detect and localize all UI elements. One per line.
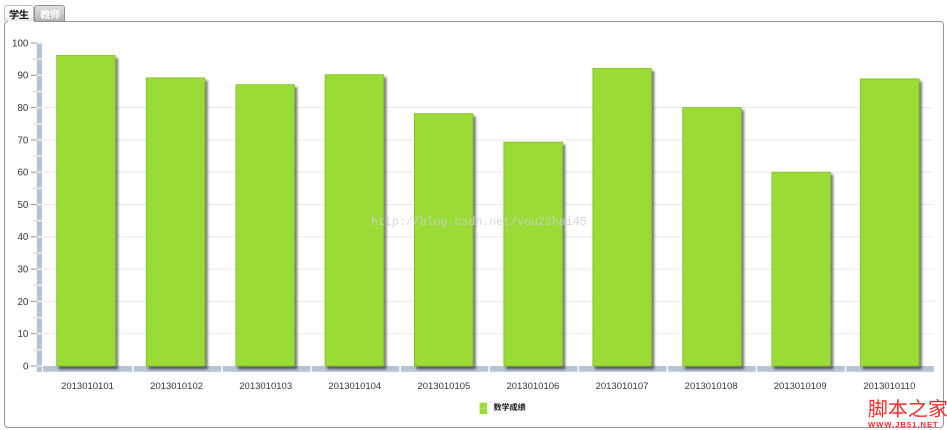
svg-text:10: 10	[17, 329, 28, 340]
svg-text:100: 100	[12, 38, 29, 49]
svg-text:2013010102: 2013010102	[150, 381, 203, 392]
svg-text:80: 80	[17, 103, 28, 114]
svg-text:2013010105: 2013010105	[417, 381, 470, 392]
svg-text:2013010107: 2013010107	[596, 381, 649, 392]
svg-text:40: 40	[17, 232, 28, 243]
svg-text:60: 60	[17, 168, 28, 179]
svg-text:2013010106: 2013010106	[506, 381, 559, 392]
svg-text:2013010109: 2013010109	[774, 381, 827, 392]
svg-text:0: 0	[23, 361, 29, 372]
svg-text:2013010108: 2013010108	[685, 381, 738, 392]
svg-text:WWW.JB51.NET: WWW.JB51.NET	[868, 420, 939, 429]
svg-text:2013010101: 2013010101	[61, 381, 114, 392]
svg-text:20: 20	[17, 297, 28, 308]
svg-text:90: 90	[17, 71, 28, 82]
svg-text:2013010110: 2013010110	[863, 381, 915, 392]
svg-text:2013010103: 2013010103	[239, 381, 292, 392]
svg-text:2013010104: 2013010104	[328, 381, 381, 392]
svg-text:50: 50	[17, 200, 28, 211]
svg-text:30: 30	[17, 265, 28, 276]
svg-text:70: 70	[17, 135, 28, 146]
svg-text:http://blog.csdn.net/you23hai4: http://blog.csdn.net/you23hai45	[371, 216, 587, 229]
